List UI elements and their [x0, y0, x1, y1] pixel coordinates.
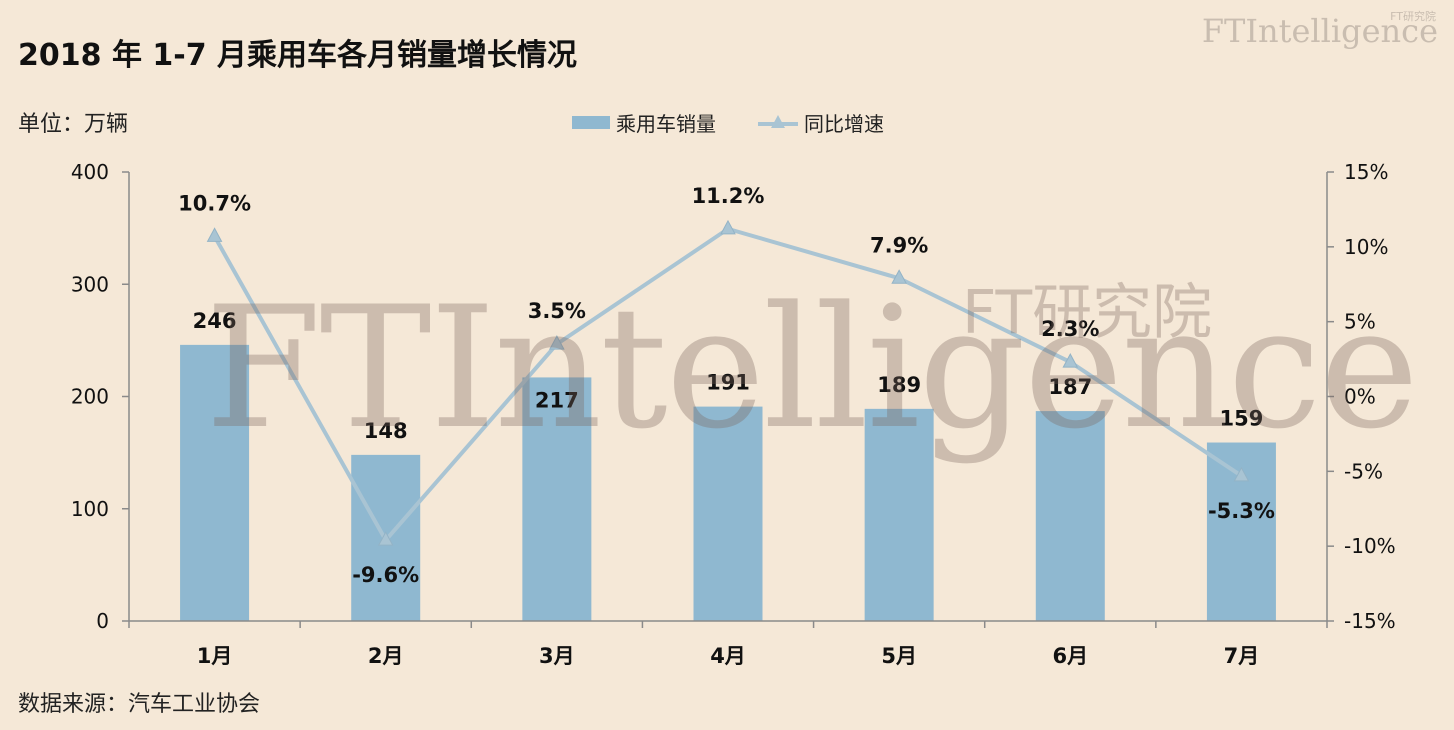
x-tick-label: 1月 [197, 644, 233, 668]
brand-sub: FT研究院 [1390, 10, 1436, 23]
chart-title: 2018 年 1-7 月乘用车各月销量增长情况 [18, 38, 578, 73]
legend-bar-label: 乘用车销量 [616, 112, 716, 136]
growth-value-label: -5.3% [1208, 499, 1275, 523]
y-left-tick-label: 0 [96, 609, 109, 633]
x-tick-label: 2月 [368, 644, 404, 668]
growth-point [377, 531, 394, 546]
legend-item-line: 同比增速 [758, 108, 884, 137]
x-tick-label: 5月 [881, 644, 917, 668]
growth-point [891, 269, 907, 284]
bar [864, 408, 934, 621]
bar-value-label: 191 [706, 371, 750, 395]
y-right-tick-label: 15% [1344, 160, 1388, 184]
y-right-tick-label: -5% [1344, 459, 1383, 483]
legend-item-bar: 乘用车销量 [572, 108, 716, 137]
chart-legend: 乘用车销量 同比增速 [572, 108, 884, 137]
bar [1035, 411, 1105, 621]
legend-line-triangle-icon [758, 113, 798, 133]
growth-value-label: -9.6% [352, 563, 419, 587]
growth-point [720, 219, 736, 235]
unit-label: 单位：万辆 [18, 112, 129, 137]
bar-value-label: 187 [1048, 375, 1092, 399]
brand-logo: FTIntelligence [1201, 12, 1438, 50]
legend-bar-swatch [572, 116, 610, 129]
y-left-tick-label: 300 [71, 272, 109, 296]
bar-value-label: 189 [877, 373, 921, 397]
y-right-tick-label: -15% [1344, 609, 1396, 633]
bar [180, 344, 250, 621]
growth-value-label: 11.2% [692, 184, 765, 208]
y-right-tick-label: 0% [1344, 385, 1376, 409]
bar [522, 377, 592, 621]
x-tick-label: 3月 [539, 644, 575, 668]
bar-value-label: 246 [193, 309, 237, 333]
bar-value-label: 148 [364, 419, 408, 443]
x-tick-label: 7月 [1224, 644, 1260, 668]
x-tick-label: 6月 [1052, 644, 1088, 668]
bar [693, 406, 763, 621]
y-left-tick-label: 400 [71, 160, 109, 184]
y-right-tick-label: 5% [1344, 310, 1376, 334]
growth-point [1062, 353, 1079, 368]
y-right-tick-label: -10% [1344, 534, 1396, 558]
growth-value-label: 10.7% [178, 191, 251, 215]
x-tick-label: 4月 [710, 644, 746, 668]
growth-value-label: 7.9% [870, 233, 928, 257]
legend-line-label: 同比增速 [804, 112, 884, 136]
bar-value-label: 217 [535, 388, 579, 412]
bar-value-label: 159 [1220, 407, 1264, 431]
y-left-tick-label: 100 [71, 497, 109, 521]
source-label: 数据来源：汽车工业协会 [18, 692, 261, 717]
y-right-tick-label: 10% [1344, 235, 1388, 259]
growth-point [1233, 466, 1250, 482]
y-left-tick-label: 200 [71, 385, 109, 409]
growth-value-label: 3.5% [528, 299, 586, 323]
growth-point [206, 227, 223, 242]
growth-point [549, 335, 565, 350]
growth-value-label: 2.3% [1041, 317, 1099, 341]
